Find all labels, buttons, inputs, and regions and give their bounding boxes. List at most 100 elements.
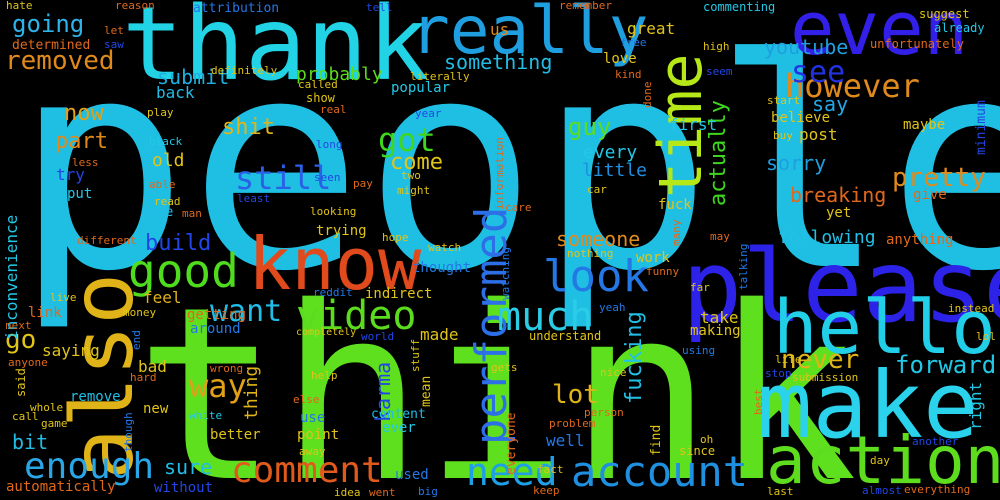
word-least: least	[237, 192, 271, 205]
word-content: content	[371, 407, 426, 422]
word-still: still	[235, 159, 332, 197]
word-getting: getting	[187, 307, 247, 323]
word-link: link	[28, 305, 62, 321]
word-way: way	[189, 367, 247, 405]
word-around: around	[190, 321, 241, 337]
word-remember: remember	[559, 0, 612, 12]
word-know: know	[248, 222, 422, 306]
word-person: person	[584, 406, 624, 419]
word-keep: keep	[533, 484, 560, 497]
word-let: let	[104, 24, 124, 37]
word-lol: lol	[976, 330, 996, 343]
word-live: live	[50, 291, 77, 304]
word-without: without	[154, 480, 214, 496]
word-popular: popular	[391, 80, 451, 96]
word-need: need	[466, 450, 558, 494]
word-white: white	[189, 409, 223, 422]
word-man: man	[182, 207, 202, 220]
word-look: look	[543, 251, 649, 302]
word-call: call	[12, 410, 39, 423]
word-try: try	[56, 165, 85, 184]
word-little: little	[582, 160, 648, 181]
word-part: part	[55, 129, 108, 154]
word-world: world	[361, 330, 395, 343]
word-work: work	[636, 250, 670, 266]
word-page: page	[142, 205, 174, 220]
word-thing: thing	[241, 365, 262, 420]
word-use: use	[300, 410, 326, 426]
word-play: play	[147, 106, 174, 119]
word-buy: buy	[773, 129, 793, 142]
word-last: last	[767, 485, 794, 498]
word-might: might	[397, 184, 431, 197]
word-watch: watch	[428, 241, 462, 254]
word-end: end	[130, 330, 143, 350]
word-maybe: maybe	[903, 117, 946, 133]
word-something: something	[444, 50, 553, 74]
word-read: read	[154, 195, 181, 208]
word-first: first	[669, 115, 718, 134]
word-real: real	[320, 103, 347, 116]
word-right: right	[966, 381, 985, 430]
word-car: car	[587, 183, 607, 196]
word-else: else	[293, 393, 320, 406]
word-pay: pay	[353, 177, 373, 190]
word-day: day	[870, 454, 890, 467]
word-black: black	[149, 135, 183, 148]
word-less: less	[72, 156, 99, 169]
word-find: find	[649, 424, 664, 456]
word-forward: forward	[895, 351, 997, 379]
word-got: got	[378, 121, 436, 159]
word-much: much	[497, 294, 594, 340]
word-account: account	[571, 447, 749, 496]
word-hard: hard	[130, 371, 157, 384]
word-stuff: stuff	[409, 338, 422, 372]
word-problem: problem	[549, 417, 596, 430]
word-idea: idea	[334, 486, 361, 499]
word-talking: talking	[737, 243, 750, 290]
word-stop: stop	[765, 367, 792, 380]
word-many: many	[670, 219, 683, 247]
word-back: back	[156, 83, 195, 102]
word-life: life	[775, 353, 802, 366]
word-definitely: definitely	[211, 64, 278, 77]
word-nice: nice	[600, 366, 627, 379]
word-trying: trying	[316, 223, 367, 239]
word-someone: someone	[556, 227, 641, 251]
word-understand: understand	[529, 329, 602, 343]
word-done: done	[641, 81, 654, 109]
word-game: game	[41, 417, 68, 430]
word-used: used	[395, 467, 429, 483]
word-big: big	[418, 485, 438, 498]
word-think: think	[135, 255, 858, 500]
word-yeah: yeah	[599, 301, 626, 314]
word-people: people	[14, 0, 1000, 335]
word-instead: instead	[948, 302, 995, 315]
word-able: able	[149, 178, 176, 191]
word-take: take	[700, 308, 739, 327]
word-anyone: anyone	[8, 356, 48, 369]
word-new: new	[143, 401, 169, 417]
word-even: even	[790, 0, 969, 72]
word-thank: thank	[122, 0, 430, 104]
word-wrong: wrong	[210, 362, 244, 375]
word-hello: hello	[773, 285, 996, 371]
word-enough: enough	[24, 446, 155, 487]
word-sure: sure	[164, 455, 213, 479]
word-may: may	[710, 230, 730, 243]
word-information: information	[493, 137, 506, 210]
word-shit: shit	[222, 115, 275, 140]
word-comment: comment	[231, 450, 383, 491]
word-believe: believe	[771, 110, 831, 126]
word-submission: submission	[792, 371, 859, 384]
word-year: year	[415, 107, 442, 120]
word-go: go	[5, 325, 37, 355]
word-money: money	[123, 306, 157, 319]
word-come: come	[390, 150, 443, 175]
word-however: however	[785, 67, 920, 105]
word-guy: guy	[568, 113, 612, 141]
word-sorry: sorry	[766, 151, 827, 175]
word-fucking: fucking	[622, 311, 647, 404]
word-attribution: attribution	[193, 1, 280, 16]
